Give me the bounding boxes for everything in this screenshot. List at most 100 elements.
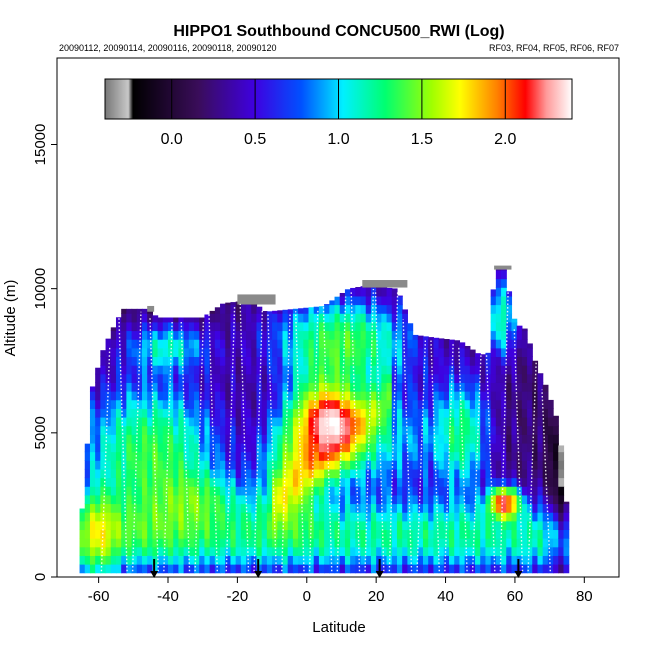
heat-cell — [412, 391, 419, 401]
heat-cell — [329, 486, 336, 496]
heat-cell — [344, 451, 351, 461]
heat-cell — [141, 538, 148, 548]
heat-cell — [298, 356, 304, 366]
heat-cell — [527, 434, 533, 444]
heat-cell — [240, 512, 247, 522]
heat-cell — [272, 339, 278, 349]
heat-cell — [449, 460, 455, 470]
heat-cell — [131, 339, 138, 349]
heat-cell — [386, 512, 393, 522]
heat-cell — [391, 529, 398, 539]
heat-cell — [95, 546, 101, 556]
heat-cell — [313, 373, 320, 383]
heat-cell — [168, 529, 174, 539]
heat-cell — [324, 391, 330, 401]
heat-cell — [256, 306, 263, 314]
heat-cell — [438, 477, 445, 487]
profile-arrow — [150, 559, 159, 578]
heat-cell — [495, 416, 502, 427]
heat-cell — [344, 468, 351, 479]
heat-cell — [324, 434, 330, 444]
heat-cell — [449, 503, 455, 513]
heat-cell — [339, 356, 346, 366]
heat-cell — [89, 460, 96, 470]
heat-cell — [235, 468, 242, 479]
heat-cell — [485, 356, 492, 366]
heat-cell — [547, 494, 554, 505]
heat-cell — [251, 373, 258, 383]
heat-cell — [251, 434, 258, 444]
heat-cell — [183, 520, 190, 531]
heat-cell — [110, 408, 117, 418]
heat-cell — [282, 399, 289, 409]
heat-cell — [147, 494, 153, 505]
heat-cell — [329, 391, 336, 401]
heat-cell — [412, 334, 419, 340]
heat-cell — [214, 347, 221, 358]
heat-cell — [443, 382, 450, 392]
heat-cell — [428, 408, 434, 418]
heat-cell — [480, 468, 487, 479]
heat-cell — [490, 408, 497, 418]
heat-cell — [396, 546, 403, 556]
heat-cell — [329, 365, 336, 375]
heat-cell — [272, 442, 278, 453]
heat-cell — [287, 313, 294, 323]
heat-cell — [126, 564, 133, 574]
heat-cell — [308, 307, 315, 314]
x-tick-label: 0 — [303, 588, 311, 605]
heat-cell — [417, 365, 424, 375]
heat-cell — [147, 373, 153, 383]
heat-cell — [438, 373, 445, 383]
heat-cell — [350, 399, 356, 409]
heat-cell — [516, 529, 523, 539]
heat-cell — [121, 356, 127, 366]
heat-cell — [235, 304, 242, 314]
heat-cell — [428, 555, 434, 565]
heat-cell — [527, 356, 533, 366]
heat-cell — [469, 391, 476, 401]
heat-cell — [553, 512, 559, 522]
heat-cell — [454, 503, 461, 513]
heat-cell — [485, 451, 492, 461]
heat-cell — [147, 330, 153, 340]
heat-cell — [188, 317, 195, 323]
heat-cell — [225, 302, 232, 306]
heat-cell — [152, 425, 159, 435]
heat-cell — [199, 425, 206, 435]
heat-cell — [334, 538, 341, 548]
heat-cell — [521, 373, 528, 383]
heat-cell — [381, 512, 388, 522]
heat-cell — [422, 451, 429, 461]
heat-cell — [417, 512, 424, 522]
heat-cell — [490, 477, 497, 487]
heat-cell — [511, 503, 518, 513]
heat-cell — [240, 339, 247, 349]
heat-cell — [360, 468, 367, 479]
heat-cell — [381, 442, 388, 453]
heat-cell — [438, 434, 445, 444]
heat-cell — [386, 287, 393, 297]
heat-cell — [438, 399, 445, 409]
heat-cell — [417, 564, 424, 574]
heat-cell — [131, 321, 138, 332]
heat-cell — [277, 451, 284, 461]
heat-cell — [141, 313, 148, 323]
heat-cell — [475, 529, 481, 539]
heat-cell — [115, 339, 122, 349]
heat-cell — [386, 295, 393, 306]
heat-cell — [339, 468, 346, 479]
heat-cell — [162, 317, 169, 323]
heat-cell — [490, 339, 497, 349]
heat-cell — [95, 520, 101, 531]
heat-cell — [490, 304, 497, 314]
heat-cell — [532, 546, 539, 556]
heat-cell — [292, 451, 299, 461]
heat-cell — [558, 494, 565, 505]
heat-cell — [339, 416, 346, 427]
heat-cell — [246, 356, 252, 366]
heat-cell — [324, 339, 330, 349]
heat-cell — [334, 512, 341, 522]
flight-profile-line — [163, 320, 173, 572]
heat-cell — [464, 538, 471, 548]
